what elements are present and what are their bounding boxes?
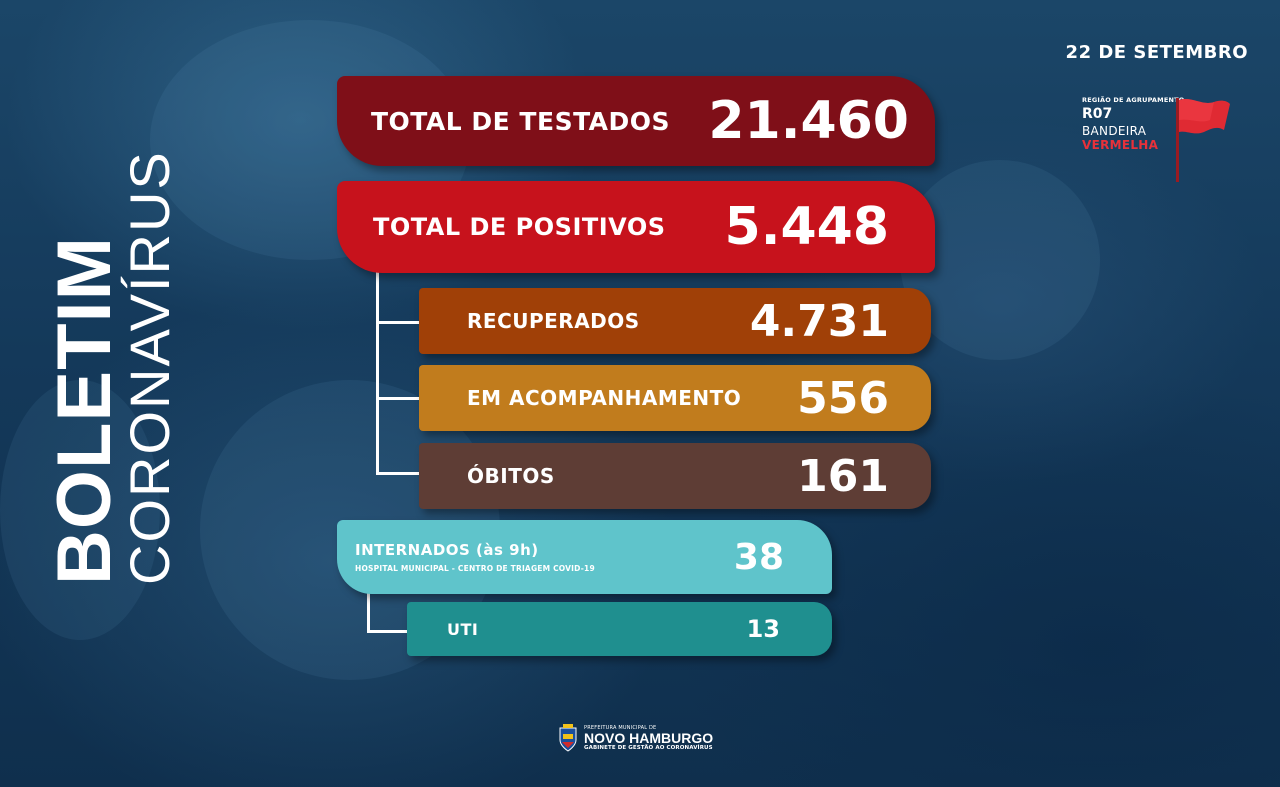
side-title-coronavirus: CORONAVÍRUS (118, 150, 181, 585)
connector-line (376, 321, 444, 324)
stat-value: 4.731 (749, 295, 889, 347)
stat-recuperados: RECUPERADOS 4.731 (419, 288, 931, 354)
stat-label: ÓBITOS (467, 464, 555, 488)
stat-obitos: ÓBITOS 161 (419, 443, 931, 509)
report-date: 22 DE SETEMBRO (1065, 42, 1248, 63)
background-virus-shape (0, 380, 160, 640)
side-title: BOLETIM CORONAVÍRUS (42, 150, 181, 585)
region-code: R07 (1082, 106, 1113, 122)
connector-line (376, 397, 444, 400)
region-label: REGIÃO DE AGRUPAMENTO (1082, 96, 1185, 104)
region-flag-box: REGIÃO DE AGRUPAMENTO R07 BANDEIRA VERME… (1082, 96, 1242, 186)
stat-label: RECUPERADOS (467, 309, 640, 333)
internados-labels: INTERNADOS (às 9h) HOSPITAL MUNICIPAL - … (355, 541, 595, 573)
stat-value: 161 (797, 450, 889, 502)
stat-internados: INTERNADOS (às 9h) HOSPITAL MUNICIPAL - … (337, 520, 832, 594)
footer-prefeitura: PREFEITURA MUNICIPAL DE (584, 725, 657, 731)
city-crest-icon (559, 724, 577, 752)
stat-label: UTI (447, 619, 479, 639)
stat-label: TOTAL DE TESTADOS (371, 106, 671, 136)
connector-line (367, 585, 370, 633)
stat-total-positivos: TOTAL DE POSITIVOS 5.448 (337, 181, 935, 273)
stat-label: EM ACOMPANHAMENTO (467, 386, 742, 410)
stat-label: INTERNADOS (às 9h) (355, 541, 539, 559)
footer-city: NOVO HAMBURGO (584, 730, 714, 746)
footer-text: PREFEITURA MUNICIPAL DE NOVO HAMBURGO GA… (584, 725, 713, 751)
connector-line (376, 262, 379, 474)
stat-value: 556 (797, 372, 889, 424)
side-title-boletim: BOLETIM (42, 236, 127, 585)
footer-gabinete: GABINETE DE GESTÃO AO CORONAVÍRUS (584, 745, 713, 751)
stat-sublabel: HOSPITAL MUNICIPAL - CENTRO DE TRIAGEM C… (355, 564, 595, 573)
flag-line2: VERMELHA (1082, 138, 1159, 152)
stat-uti: UTI 13 (407, 602, 832, 656)
connector-line (376, 472, 444, 475)
stat-em-acompanhamento: EM ACOMPANHAMENTO 556 (419, 365, 931, 431)
footer-logo: PREFEITURA MUNICIPAL DE NOVO HAMBURGO GA… (558, 724, 713, 752)
flag-line1: BANDEIRA (1082, 124, 1147, 138)
connector-line (367, 630, 429, 633)
stat-label: TOTAL DE POSITIVOS (373, 213, 666, 241)
red-flag-icon (1176, 98, 1230, 182)
stat-value: 21.460 (708, 91, 909, 151)
stat-value: 38 (733, 536, 784, 578)
stat-total-testados: TOTAL DE TESTADOS 21.460 (337, 76, 935, 166)
stat-value: 5.448 (724, 197, 889, 257)
stat-value: 13 (746, 615, 780, 643)
